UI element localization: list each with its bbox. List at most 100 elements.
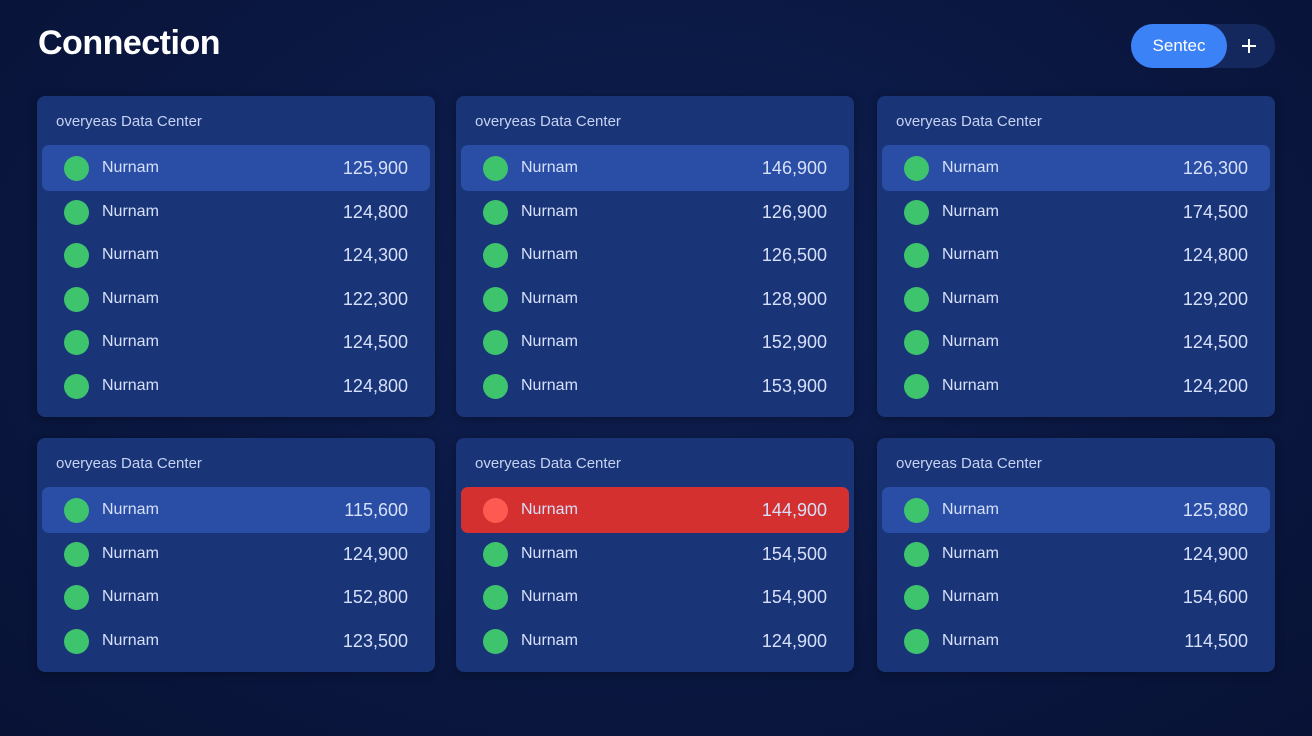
status-dot — [483, 156, 508, 181]
panel-title: overyeas Data Center — [896, 455, 1042, 472]
row-name: Nurnam — [942, 544, 999, 562]
add-button[interactable] — [1239, 36, 1259, 56]
list-row[interactable]: Nurnam 144,900 — [461, 487, 849, 533]
row-name: Nurnam — [102, 246, 159, 263]
row-value: 124,800 — [342, 375, 408, 396]
list-row[interactable]: Nurnam 146,900 — [461, 145, 849, 191]
list-row[interactable]: Nurnam 124,900 — [882, 531, 1270, 577]
list-row[interactable]: Nurnam 154,600 — [882, 574, 1270, 620]
row-value: 124,800 — [1182, 245, 1248, 265]
status-dot — [64, 243, 89, 268]
list-row[interactable]: Nurnam 115,600 — [42, 487, 430, 533]
row-value: 125,900 — [342, 158, 408, 178]
row-value: 126,500 — [761, 245, 827, 265]
list-row[interactable]: Nurnam 123,500 — [42, 618, 430, 664]
panel-title: overyeas Data Center — [56, 113, 202, 130]
list-row[interactable]: Nurnam 152,800 — [42, 574, 430, 620]
row-value: 126,900 — [761, 201, 827, 222]
list-row[interactable]: Nurnam 122,300 — [42, 276, 430, 322]
row-value: 152,800 — [342, 587, 408, 607]
row-name: Nurnam — [942, 289, 999, 307]
panel: overyeas Data Center Nurnam 146,900 Nurnam 1… — [456, 96, 854, 417]
list-row[interactable]: Nurnam 126,300 — [882, 145, 1270, 191]
row-name: Nurnam — [942, 246, 999, 263]
row-name: Nurnam — [102, 501, 159, 518]
status-dot — [64, 541, 89, 567]
list-row[interactable]: Nurnam 124,900 — [461, 618, 849, 664]
list-row[interactable]: Nurnam 114,500 — [882, 618, 1270, 664]
list-row[interactable]: Nurnam 124,500 — [42, 319, 430, 365]
row-value: 153,900 — [761, 375, 827, 396]
list-row[interactable]: Nurnam 124,300 — [42, 232, 430, 278]
list-row[interactable]: Nurnam 152,900 — [461, 319, 849, 365]
status-dot — [64, 373, 89, 399]
row-name: Nurnam — [942, 501, 999, 518]
panel-title: overyeas Data Center — [475, 455, 621, 472]
list-row[interactable]: Nurnam 125,900 — [42, 145, 430, 191]
row-name: Nurnam — [102, 159, 159, 176]
row-name: Nurnam — [102, 588, 159, 605]
panel: overyeas Data Center Nurnam 125,900 Nurnam 1… — [37, 96, 435, 417]
list-row[interactable]: Nurnam 154,900 — [461, 574, 849, 620]
panel-title: overyeas Data Center — [896, 113, 1042, 130]
status-dot — [904, 286, 929, 312]
row-name: Nurnam — [521, 246, 578, 263]
status-dot — [64, 286, 89, 312]
status-dot — [904, 243, 929, 268]
list-row[interactable]: Nurnam 124,800 — [882, 232, 1270, 278]
status-dot — [904, 330, 929, 355]
row-name: Nurnam — [521, 159, 578, 176]
row-name: Nurnam — [942, 376, 999, 394]
status-dot — [483, 330, 508, 355]
row-value: 174,500 — [1182, 201, 1248, 222]
status-dot — [64, 156, 89, 181]
row-value: 154,500 — [761, 543, 827, 564]
list-row[interactable]: Nurnam 154,500 — [461, 531, 849, 577]
status-dot — [483, 498, 508, 523]
row-name: Nurnam — [102, 289, 159, 307]
row-name: Nurnam — [942, 333, 999, 350]
row-value: 124,900 — [761, 630, 827, 651]
row-name: Nurnam — [102, 202, 159, 220]
status-dot — [483, 286, 508, 312]
row-name: Nurnam — [942, 159, 999, 176]
list-row[interactable]: Nurnam 126,500 — [461, 232, 849, 278]
panel: overyeas Data Center Nurnam 144,900 Nurnam 1… — [456, 438, 854, 672]
list-row[interactable]: Nurnam 124,200 — [882, 363, 1270, 409]
list-row[interactable]: Nurnam 124,500 — [882, 319, 1270, 365]
row-name: Nurnam — [521, 376, 578, 394]
row-value: 128,900 — [761, 288, 827, 309]
list-row[interactable]: Nurnam 125,880 — [882, 487, 1270, 533]
panel: overyeas Data Center Nurnam 115,600 Nurnam 1… — [37, 438, 435, 672]
row-value: 129,200 — [1182, 288, 1248, 309]
status-dot — [904, 585, 929, 610]
row-name: Nurnam — [521, 544, 578, 562]
list-row[interactable]: Nurnam 174,500 — [882, 189, 1270, 235]
row-value: 114,500 — [1184, 630, 1248, 651]
list-row[interactable]: Nurnam 126,900 — [461, 189, 849, 235]
status-dot — [483, 243, 508, 268]
row-value: 125,880 — [1182, 500, 1248, 520]
status-dot — [64, 628, 89, 654]
row-name: Nurnam — [521, 202, 578, 220]
list-row[interactable]: Nurnam 124,800 — [42, 189, 430, 235]
list-row[interactable]: Nurnam 124,900 — [42, 531, 430, 577]
status-dot — [64, 199, 89, 225]
status-dot — [64, 330, 89, 355]
list-row[interactable]: Nurnam 153,900 — [461, 363, 849, 409]
status-dot — [483, 628, 508, 654]
row-name: Nurnam — [521, 333, 578, 350]
row-value: 124,500 — [342, 332, 408, 352]
status-dot — [483, 199, 508, 225]
row-name: Nurnam — [521, 588, 578, 605]
panel: overyeas Data Center Nurnam 126,300 Nurnam 1… — [877, 96, 1275, 417]
list-row[interactable]: Nurnam 128,900 — [461, 276, 849, 322]
list-row[interactable]: Nurnam 129,200 — [882, 276, 1270, 322]
status-dot — [904, 373, 929, 399]
row-name: Nurnam — [102, 333, 159, 350]
row-value: 126,300 — [1182, 158, 1248, 178]
status-dot — [64, 585, 89, 610]
row-value: 154,600 — [1182, 587, 1248, 607]
select-button[interactable]: Sentec — [1131, 24, 1227, 68]
list-row[interactable]: Nurnam 124,800 — [42, 363, 430, 409]
